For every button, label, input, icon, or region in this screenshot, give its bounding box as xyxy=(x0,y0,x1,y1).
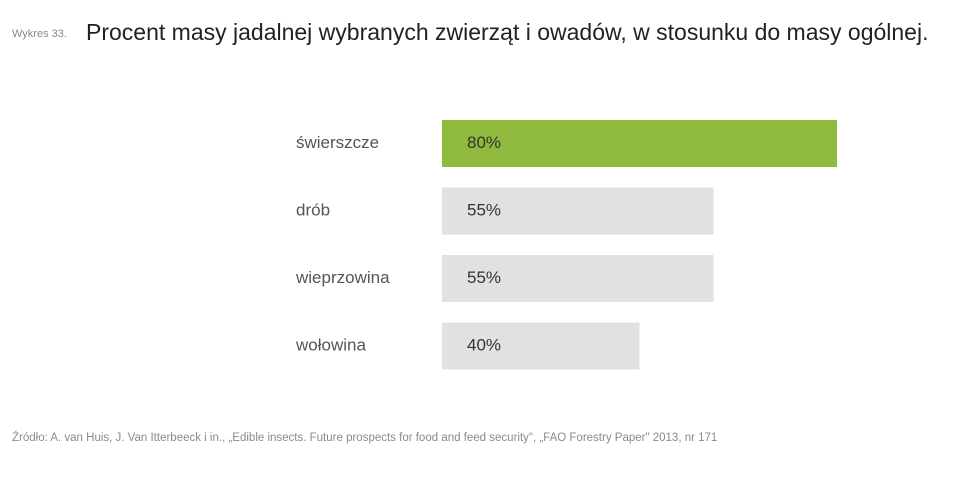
category-label-wolowina: wołowina xyxy=(295,335,366,354)
source-note: Źródło: A. van Huis, J. Van Itterbeeck i… xyxy=(12,432,718,444)
bar-swierszcze xyxy=(442,120,837,167)
value-label-drob: 55% xyxy=(467,200,501,219)
value-label-wieprzowina: 55% xyxy=(467,268,501,287)
bar-group-swierszcze: świerszcze 80% xyxy=(296,120,837,167)
category-label-drob: drób xyxy=(296,200,330,219)
bar-group-drob: drób 55% xyxy=(296,187,714,235)
bar-wieprzowina xyxy=(442,255,714,302)
category-label-swierszcze: świerszcze xyxy=(296,133,379,152)
bar-drob xyxy=(442,187,714,235)
bar-group-wieprzowina: wieprzowina 55% xyxy=(295,255,714,302)
value-label-wolowina: 40% xyxy=(467,335,501,354)
bar-group-wolowina: wołowina 40% xyxy=(295,322,640,370)
figure-label: Wykres 33. xyxy=(12,28,67,40)
value-label-swierszcze: 80% xyxy=(467,133,501,152)
bar-wolowina xyxy=(442,322,640,370)
category-label-wieprzowina: wieprzowina xyxy=(295,268,390,287)
chart-title: Procent masy jadalnej wybranych zwierząt… xyxy=(86,19,929,45)
